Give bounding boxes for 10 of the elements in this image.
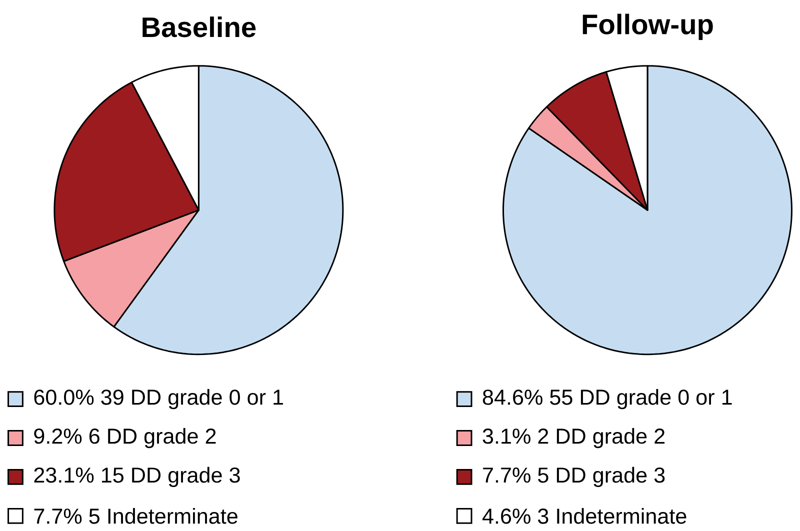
legend-label: 7.7% 5 DD grade 3 [483,466,665,487]
legend-label: 4.6% 3 Indeterminate [482,508,686,524]
legend-label: 84.6% 55 DD grade 0 or 1 [482,388,732,409]
legend-label: 3.1% 2 DD grade 2 [482,428,664,448]
legend-label: 60.0% 39 DD grade 0 or 1 [34,388,283,409]
chart-title: Baseline [142,16,256,38]
chart-title: Follow-up [582,14,713,40]
legend-label: 23.1% 15 DD grade 3 [34,466,240,487]
legend-label: 7.7% 5 Indeterminate [34,508,238,524]
legend-label: 9.2% 6 DD grade 2 [34,428,216,448]
